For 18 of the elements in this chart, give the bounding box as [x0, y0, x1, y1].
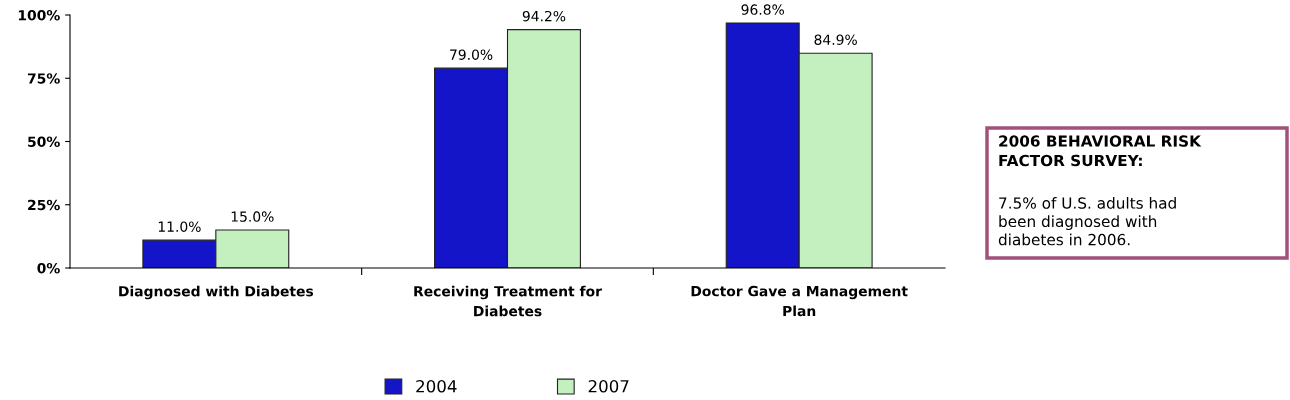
y-tick-label: 25% — [28, 199, 60, 211]
data-label: 96.8% — [741, 4, 784, 15]
data-label: 79.0% — [450, 49, 493, 60]
legend-label: 2004 — [416, 379, 457, 393]
data-label: 15.0% — [231, 211, 274, 222]
x-tick-label: Diagnosed with Diabetes — [119, 285, 314, 300]
data-label: 11.0% — [158, 221, 201, 232]
y-tick-label: 50% — [28, 136, 60, 147]
x-tick-label: Doctor Gave a Management Plan — [691, 285, 908, 317]
data-label: 94.2% — [522, 10, 566, 22]
legend-label: 2007 — [588, 379, 629, 393]
text: 2006 BEHAVIORAL RISK FACTOR SURVEY: — [999, 135, 1202, 167]
data-label: 84.9% — [814, 34, 857, 45]
y-tick-label: 100% — [18, 9, 60, 21]
x-tick-label: Receiving Treatment for Diabetes — [414, 285, 602, 317]
text: 7.5% of U.S. adults had been diagnosed with diabetes in 2006. — [998, 197, 1176, 246]
y-tick-label: 75% — [27, 73, 60, 84]
y-tick-label: 0% — [37, 262, 60, 274]
